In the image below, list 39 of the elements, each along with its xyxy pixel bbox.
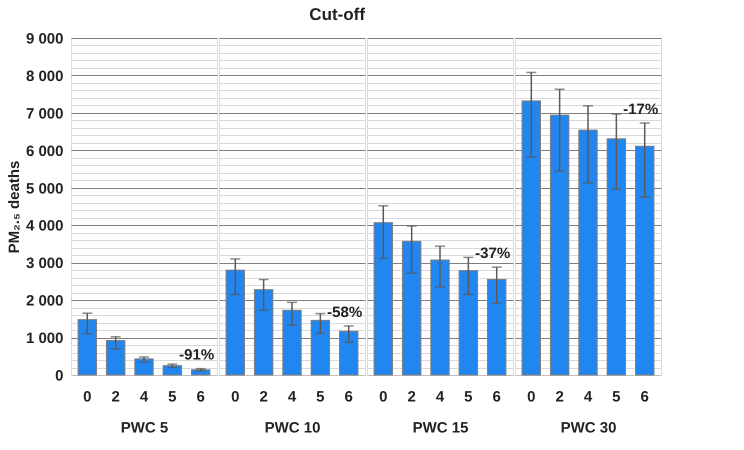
y-axis-title: PM₂.₅ deaths [6, 160, 23, 254]
x-tick-label: 6 [344, 388, 353, 406]
y-tick-label: 8 000 [26, 68, 64, 85]
x-axis-title: PWC 15 [412, 420, 468, 436]
x-tick-label: 5 [316, 388, 325, 406]
annotation: -91% [179, 346, 214, 364]
x-tick-label: 4 [140, 388, 149, 406]
y-tick-label: 4 000 [26, 218, 64, 235]
x-tick-label: 2 [555, 388, 564, 406]
annotation: -37% [475, 245, 510, 262]
x-tick-label: 6 [640, 388, 649, 406]
x-tick-label: 0 [379, 388, 388, 406]
y-tick-label: 0 [55, 368, 64, 384]
x-tick-label: 0 [231, 388, 240, 406]
annotation: -58% [327, 304, 362, 321]
y-tick-label: 6 000 [26, 142, 64, 160]
x-tick-label: 4 [584, 388, 593, 406]
y-tick-label: 9 000 [26, 30, 64, 48]
x-axis-title: PWC 10 [264, 420, 320, 436]
x-tick-label: 2 [407, 388, 416, 406]
x-tick-label: 6 [492, 388, 501, 406]
y-tick-label: 3 000 [26, 255, 64, 272]
x-tick-label: 5 [612, 388, 621, 406]
x-axis-title: PWC 5 [120, 420, 168, 436]
x-tick-label: 5 [464, 388, 473, 406]
x-tick-label: 0 [527, 388, 536, 406]
y-tick-label: 5 000 [26, 180, 64, 198]
x-tick-label: 4 [436, 388, 445, 406]
x-tick-label: 6 [196, 388, 205, 406]
x-tick-label: 2 [111, 388, 120, 406]
x-axis-title: PWC 30 [560, 420, 616, 436]
x-tick-label: 5 [168, 388, 177, 406]
chart-title: Cut-off [309, 5, 366, 24]
y-tick-label: 7 000 [26, 105, 64, 122]
x-tick-label: 0 [83, 388, 92, 406]
x-tick-label: 4 [288, 388, 297, 406]
y-tick-label: 1 000 [26, 330, 64, 348]
x-tick-label: 2 [259, 388, 268, 406]
y-tick-label: 2 000 [26, 292, 64, 310]
